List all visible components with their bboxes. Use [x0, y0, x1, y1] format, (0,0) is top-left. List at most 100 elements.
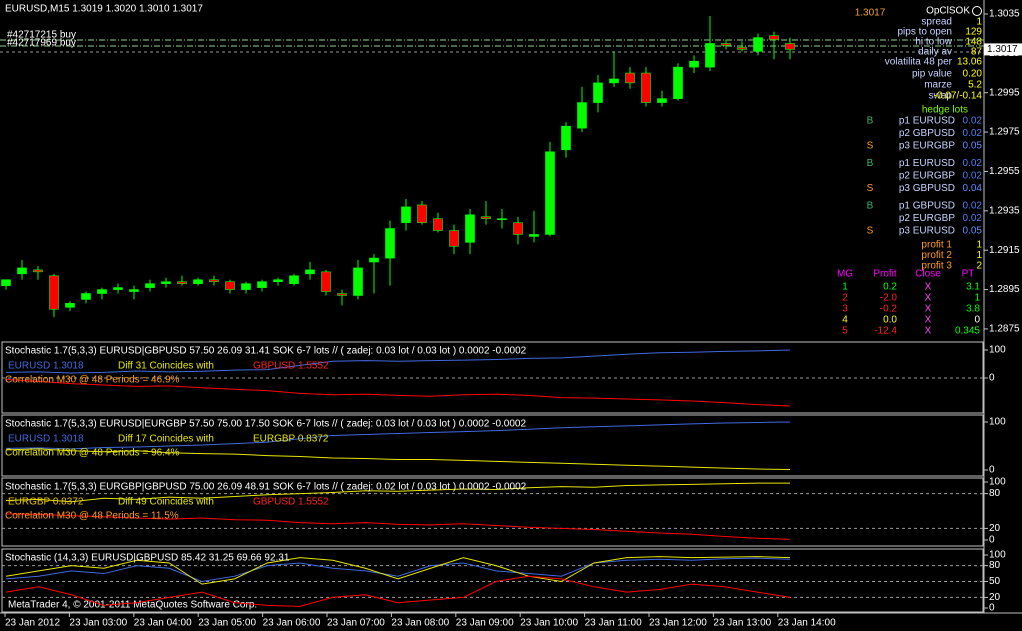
candle-body: [625, 72, 635, 84]
candle-body: [401, 206, 411, 223]
copyright: MetaTrader 4, © 2001-2011 MetaQuotes Sof…: [8, 600, 257, 611]
hedge-lots: 0.02: [963, 128, 983, 139]
candle-body: [721, 43, 731, 46]
hedge-pair: p3 EURUSD: [899, 226, 955, 237]
candle-body: [577, 102, 587, 129]
time-label: 23 Jan 08:00: [391, 618, 449, 629]
panel-title: Stochastic 1.7(5,3,3) EURGBP|GBPUSD 75.0…: [5, 482, 527, 493]
panel-tick-label: 0: [989, 373, 995, 384]
candle-body: [753, 37, 763, 52]
time-label: 23 Jan 05:00: [198, 618, 256, 629]
panel-legend: EURGBP 0.8372: [253, 434, 329, 445]
candle-body: [641, 72, 651, 103]
info-value: 87: [971, 47, 983, 58]
mg-cell: -2.0: [880, 293, 898, 304]
time-label: 23 Jan 10:00: [520, 618, 578, 629]
current-price-label: 1.3017: [987, 44, 1018, 55]
price-tick-label: 1.3035: [989, 9, 1020, 20]
candle-body: [385, 228, 395, 259]
hedge-pair: p1 EURUSD: [899, 116, 955, 127]
panel-legend: EURGBP 0.8372: [8, 497, 84, 508]
candle-body: [337, 293, 347, 296]
indicator-line: [5, 513, 791, 540]
candle-body: [273, 279, 283, 282]
panel-title: Stochastic 1.7(5,3,3) EURUSD|GBPUSD 57.5…: [5, 346, 527, 357]
candle-body: [113, 287, 123, 290]
mg-cell: X: [925, 304, 932, 315]
mg-cell: 0: [974, 315, 980, 326]
panel-border: [1, 548, 984, 613]
hedge-lots: 0.02: [963, 116, 983, 127]
indicator-line: [5, 482, 790, 503]
mg-header: MG: [837, 269, 853, 280]
info-value: -0.07/-0.14: [934, 91, 983, 102]
candle-body: [481, 216, 491, 220]
candle-body: [1, 279, 11, 286]
hedge-lots: 0.05: [963, 141, 983, 152]
mg-cell: 1: [974, 293, 980, 304]
candle-body: [513, 222, 523, 235]
time-label: 23 Jan 13:00: [713, 618, 771, 629]
panel-legend: GBPUSD 1.5552: [253, 497, 329, 508]
hedge-buy: B: [867, 158, 874, 169]
candle-body: [545, 151, 555, 235]
indicator-line: [5, 349, 791, 374]
indicator-line: [5, 448, 791, 471]
candle-body: [433, 218, 443, 231]
candle-body: [417, 204, 427, 223]
candle-body: [97, 289, 107, 294]
panel-tick-label: 100: [989, 550, 1006, 561]
order-label: #42717969 buy: [7, 38, 76, 49]
price-tick-label: 1.2955: [989, 166, 1020, 177]
mg-cell: 1: [842, 282, 848, 293]
current-price-box: [984, 43, 1022, 56]
panel-tick-label: 50: [989, 576, 1001, 587]
info-label: pip value: [912, 69, 952, 80]
time-label: 23 Jan 12:00: [649, 618, 707, 629]
candle-body: [673, 66, 683, 99]
panel-tick-label: 0: [989, 465, 995, 476]
info-value: 0.20: [963, 69, 983, 80]
candle-body: [609, 78, 619, 84]
hedge-pair: p3 GBPUSD: [899, 183, 955, 194]
candle-body: [353, 267, 363, 296]
mg-header: Close: [915, 269, 941, 280]
candle-body: [65, 303, 75, 308]
candle-body: [49, 275, 59, 310]
hedge-lots: 0.04: [963, 183, 983, 194]
time-label: 23 Jan 2012: [5, 618, 60, 629]
info-value: 1: [976, 17, 982, 28]
panel-title: Stochastic 1.7(5,3,3) EURUSD|EURGBP 57.5…: [5, 419, 526, 430]
candle-body: [33, 269, 43, 273]
candle-body: [209, 279, 219, 282]
order-label: #42717215 buy: [7, 30, 76, 41]
profit-label: profit 3: [921, 261, 952, 272]
candle-body: [529, 234, 539, 237]
indicator-line: [5, 557, 791, 583]
hedge-buy: B: [867, 201, 874, 212]
candle-body: [497, 218, 507, 221]
hedge-title: hedge lots: [922, 105, 968, 116]
panel-legend: GBPUSD 1.5552: [253, 361, 329, 372]
hedge-lots: 0.05: [963, 226, 983, 237]
candle-body: [705, 43, 715, 68]
mg-cell: -0.2: [880, 304, 898, 315]
panel-tick-label: 80: [989, 560, 1001, 571]
mg-cell: 4: [842, 315, 848, 326]
hedge-sell: S: [867, 141, 874, 152]
time-label: 23 Jan 06:00: [263, 618, 321, 629]
profit-value: 1: [976, 250, 982, 261]
indicator-line: [5, 378, 791, 407]
hedge-sell: S: [867, 183, 874, 194]
candle-body: [689, 60, 699, 68]
profit-value: 2: [976, 261, 982, 272]
time-label: 23 Jan 04:00: [134, 618, 192, 629]
hedge-pair: p1 GBPUSD: [899, 201, 955, 212]
info-label: daily av: [918, 47, 952, 58]
hedge-lots: 0.02: [963, 158, 983, 169]
info-value: 13.06: [957, 57, 982, 68]
expert-smiley: [972, 6, 982, 16]
info-label: pips to open: [898, 27, 953, 38]
panel-legend: EURUSD 1.3018: [8, 434, 84, 445]
